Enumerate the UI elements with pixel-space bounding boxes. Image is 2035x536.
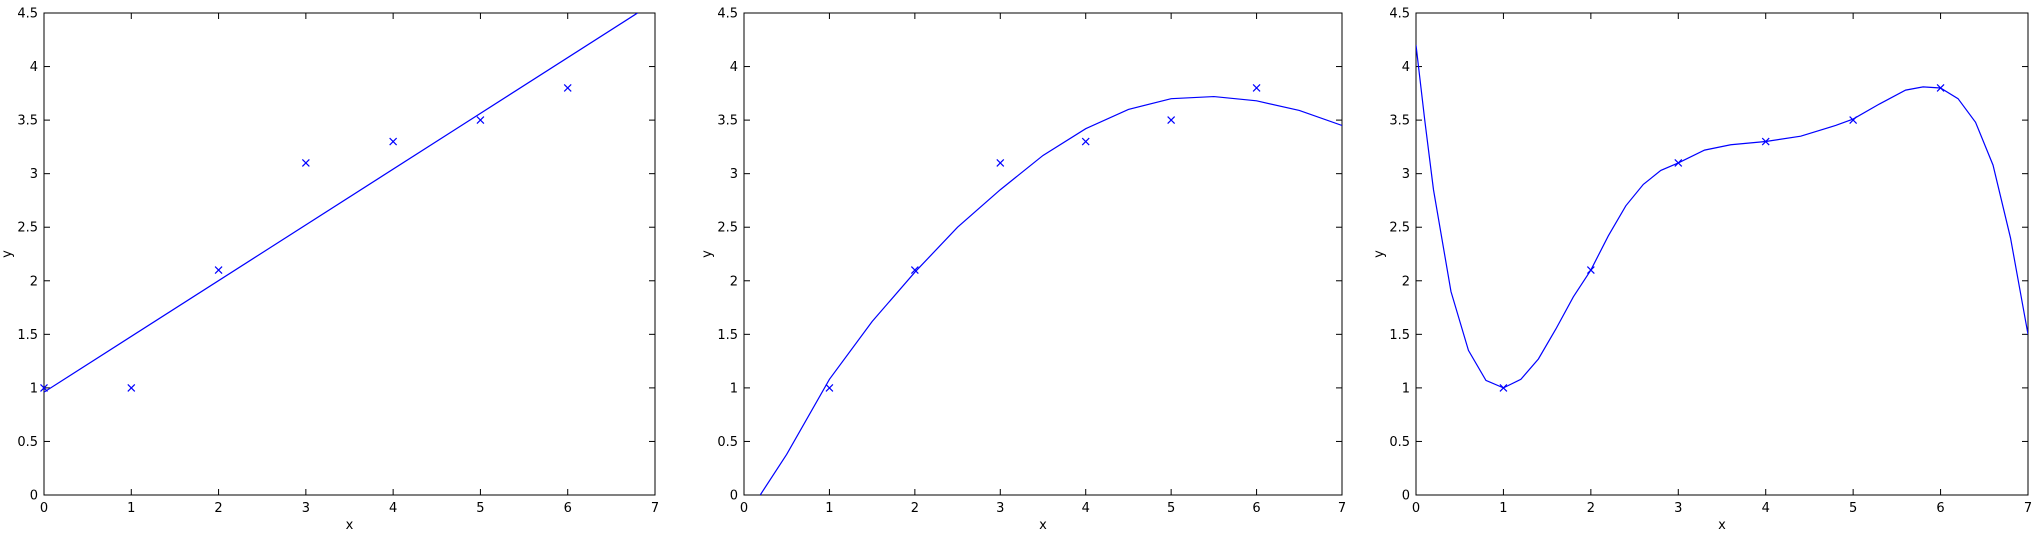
y-axis-label: y — [0, 250, 15, 258]
x-axis-label: x — [1718, 518, 1726, 533]
data-point-marker — [476, 116, 485, 125]
fit-curve — [44, 13, 638, 393]
chart-panel-2: 0 1 2 3 4 5 6 7 0 0.5 1 1.5 2 2.5 3 3.5 4 4.5 x y — [700, 7, 1346, 534]
data-point-marker — [1499, 383, 1508, 392]
x-tick-label: 5 — [476, 501, 484, 516]
y-tick-label: 0 — [730, 489, 738, 504]
data-point-marker — [1252, 84, 1261, 92]
y-tick-label: 2 — [1402, 274, 1410, 289]
data-point-marker — [1167, 116, 1176, 125]
y-tick-label: 4 — [1402, 60, 1410, 75]
data-point-marker — [910, 266, 919, 274]
data-point-marker — [40, 383, 48, 392]
y-tick-label: 0.5 — [17, 435, 38, 450]
y-tick-label: 4 — [30, 60, 38, 75]
x-tick-label: 7 — [1338, 501, 1346, 516]
data-point-marker — [1761, 137, 1770, 146]
x-tick-label: 3 — [302, 501, 310, 516]
x-tick-label: 1 — [1499, 501, 1507, 516]
x-tick-label: 3 — [1674, 501, 1682, 516]
y-tick-label: 0 — [1402, 489, 1410, 504]
x-tick-label: 1 — [127, 501, 135, 516]
x-tick-label: 4 — [389, 501, 397, 516]
chart-panel-1: 0 1 2 3 4 5 6 7 0 0.5 1 1.5 2 2.5 3 3.5 4 4.5 x y — [0, 7, 659, 534]
y-tick-label: 1 — [730, 381, 738, 396]
data-point-marker — [996, 159, 1005, 167]
y-tick-label: 3 — [1402, 167, 1410, 182]
plot-frame — [43, 12, 656, 496]
y-tick-label: 2 — [30, 274, 38, 289]
y-tick-label: 1 — [30, 381, 38, 396]
y-tick-label: 3.5 — [717, 114, 738, 129]
data-point-marker — [1586, 266, 1595, 274]
x-tick-label: 7 — [651, 501, 659, 516]
y-tick-label: 1.5 — [1389, 328, 1410, 343]
data-point-marker — [1674, 159, 1683, 167]
plot-frame — [743, 12, 1343, 496]
x-tick-label: 6 — [1252, 501, 1260, 516]
data-point-marker — [1936, 84, 1945, 92]
y-tick-label: 2.5 — [17, 221, 38, 236]
x-tick-label: 4 — [1082, 501, 1090, 516]
y-tick-label: 0.5 — [1389, 435, 1410, 450]
data-point-marker — [1081, 137, 1090, 146]
data-point-marker — [1849, 116, 1858, 125]
x-tick-label: 2 — [911, 501, 919, 516]
y-tick-label: 0 — [30, 489, 38, 504]
x-axis-label: x — [1039, 518, 1047, 533]
y-tick-label: 3 — [30, 167, 38, 182]
x-tick-label: 4 — [1762, 501, 1770, 516]
x-tick-label: 2 — [1587, 501, 1595, 516]
chart-panel-3: 0 1 2 3 4 5 6 7 0 0.5 1 1.5 2 2.5 3 3.5 4 4.5 x y — [1372, 7, 2032, 534]
data-point-marker — [389, 137, 398, 146]
data-point-marker — [214, 266, 223, 274]
y-tick-label: 1.5 — [17, 328, 38, 343]
y-tick-label: 1.5 — [717, 328, 738, 343]
x-tick-label: 6 — [1936, 501, 1944, 516]
x-tick-label: 0 — [1412, 501, 1420, 516]
y-tick-label: 0.5 — [717, 435, 738, 450]
y-tick-label: 2.5 — [1389, 221, 1410, 236]
x-tick-label: 5 — [1849, 501, 1857, 516]
y-tick-label: 4.5 — [1389, 7, 1410, 22]
y-axis-label: y — [1372, 250, 1387, 258]
y-tick-label: 3 — [730, 167, 738, 182]
y-tick-label: 3.5 — [17, 114, 38, 129]
x-tick-label: 5 — [1167, 501, 1175, 516]
y-axis-label: y — [700, 250, 715, 258]
fit-curve — [1416, 45, 2028, 389]
y-tick-label: 4 — [730, 60, 738, 75]
data-point-marker — [563, 84, 572, 92]
x-tick-label: 7 — [2024, 501, 2032, 516]
y-tick-label: 4.5 — [17, 7, 38, 22]
data-point-marker — [825, 383, 834, 392]
x-tick-label: 0 — [740, 501, 748, 516]
x-tick-label: 2 — [214, 501, 222, 516]
y-tick-label: 4.5 — [717, 7, 738, 22]
y-tick-label: 1 — [1402, 381, 1410, 396]
y-tick-label: 3.5 — [1389, 114, 1410, 129]
x-tick-label: 1 — [825, 501, 833, 516]
y-tick-label: 2.5 — [717, 221, 738, 236]
y-tick-label: 2 — [730, 274, 738, 289]
plot-frame — [1415, 12, 2029, 496]
x-tick-label: 6 — [564, 501, 572, 516]
data-point-marker — [127, 383, 136, 392]
x-tick-label: 3 — [996, 501, 1004, 516]
fit-curve — [759, 95, 1342, 495]
x-axis-label: x — [346, 518, 354, 533]
data-point-marker — [301, 159, 310, 167]
x-tick-label: 0 — [40, 501, 48, 516]
